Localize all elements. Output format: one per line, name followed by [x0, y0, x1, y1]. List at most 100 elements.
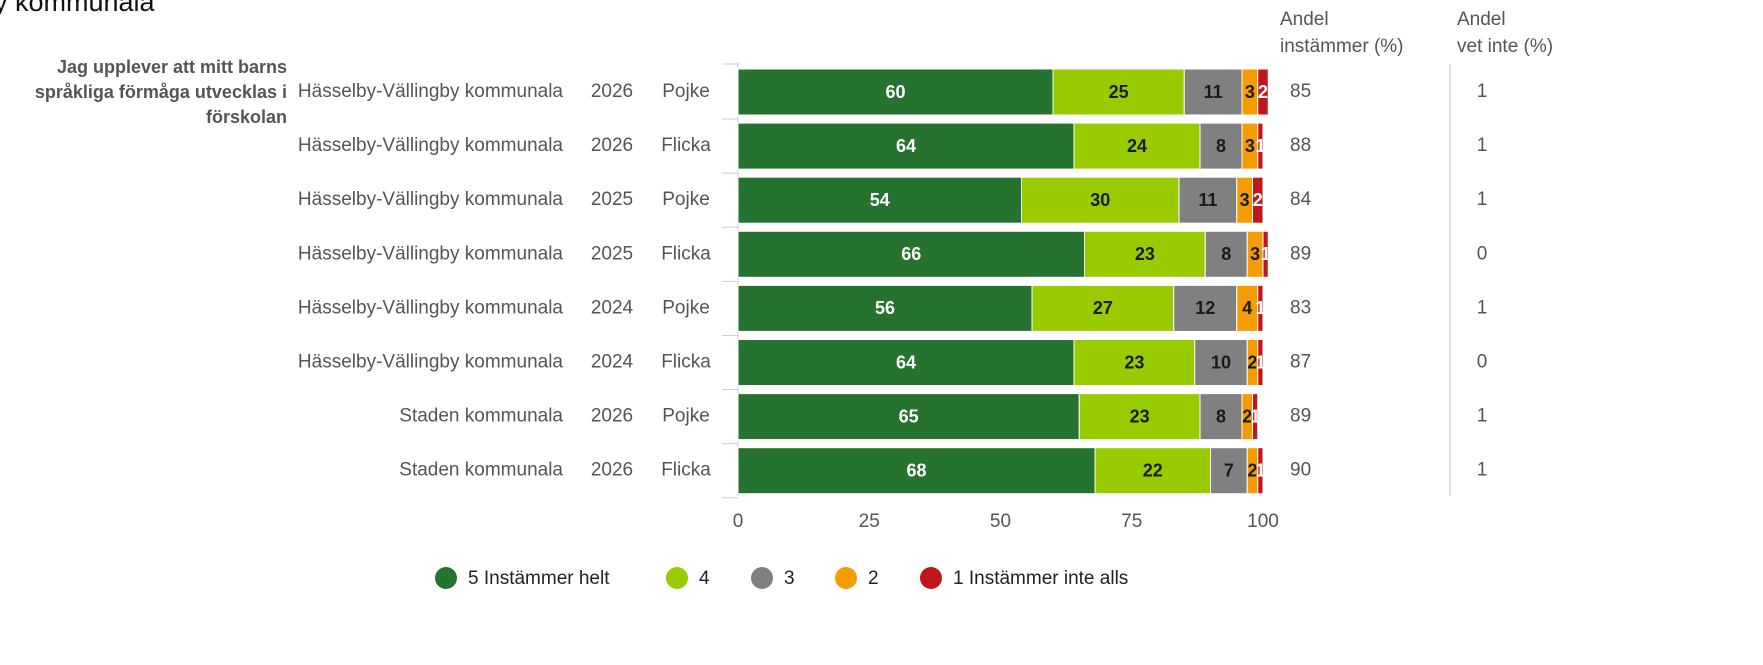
share-dontknow: 1: [1477, 460, 1488, 481]
data-label: 7: [1224, 460, 1234, 480]
year-label: 2026: [591, 135, 633, 156]
data-label: 64: [896, 352, 916, 372]
legend-marker: [835, 567, 857, 589]
gender-label: Flicka: [661, 135, 711, 156]
question-label: språkliga förmåga utvecklas i: [35, 82, 287, 102]
bar-segment: [1257, 122, 1264, 170]
bar-segment: [1173, 284, 1238, 332]
bar-segment: [1257, 447, 1264, 495]
gender-label: Flicka: [661, 352, 711, 373]
gender-label: Flicka: [661, 243, 711, 264]
gender-label: Pojke: [662, 406, 710, 427]
category-label: Hässelby-Vällingby kommunala: [298, 81, 563, 102]
category-label: Staden kommunala: [399, 406, 563, 427]
bar-segment: [1210, 447, 1248, 495]
bar-segment: [1073, 122, 1201, 170]
share-dontknow: 1: [1477, 81, 1488, 102]
data-label: 12: [1195, 298, 1215, 318]
legend-marker: [751, 567, 773, 589]
legend-label: 5 Instämmer helt: [468, 568, 610, 589]
bar-segment: [737, 339, 1075, 386]
x-tick-label: 0: [733, 511, 744, 532]
bar-segment: [1094, 447, 1211, 495]
category-label: Hässelby-Vällingby kommunala: [298, 297, 563, 318]
legend-label: 3: [784, 568, 795, 589]
bar-segment: [737, 447, 1096, 495]
gender-label: Pojke: [662, 297, 710, 318]
data-label: 2: [1247, 352, 1257, 372]
column-header: Andel: [1280, 9, 1329, 30]
data-label: 64: [896, 136, 916, 156]
category-label: Hässelby-Vällingby kommunala: [298, 135, 563, 156]
share-dontknow: 1: [1477, 406, 1488, 427]
share-agree: 90: [1290, 460, 1311, 481]
x-tick-label: 50: [990, 511, 1011, 532]
data-label: 54: [870, 190, 890, 210]
legend-label: 2: [868, 568, 879, 589]
data-label: 2: [1242, 406, 1252, 426]
gender-label: Pojke: [662, 81, 710, 102]
category-label: Hässelby-Vällingby kommunala: [298, 352, 563, 373]
share-agree: 85: [1290, 81, 1311, 102]
legend-label: 1 Instämmer inte alls: [953, 568, 1128, 589]
data-label: 3: [1240, 190, 1250, 210]
legend-marker: [920, 567, 942, 589]
data-label: 3: [1245, 136, 1255, 156]
column-header: Andel: [1457, 9, 1506, 30]
question-label: Jag upplever att mitt barns: [57, 57, 287, 77]
data-label: 1: [1255, 136, 1265, 156]
year-label: 2024: [591, 352, 634, 373]
bar-segment: [737, 393, 1080, 441]
bar-segment: [1257, 339, 1264, 386]
bar-segment: [1257, 284, 1264, 332]
bar-segment: [1052, 68, 1185, 116]
bar-segment: [1073, 339, 1196, 386]
data-label: 3: [1250, 244, 1260, 264]
category-label: Staden kommunala: [399, 460, 563, 481]
data-label: 66: [901, 244, 921, 264]
share-dontknow: 1: [1477, 135, 1488, 156]
data-label: 11: [1204, 82, 1223, 102]
data-label: 8: [1221, 244, 1231, 264]
bar-segment: [737, 176, 1022, 224]
year-label: 2025: [591, 243, 633, 264]
data-label: 56: [875, 298, 895, 318]
data-label: 24: [1127, 136, 1147, 156]
legend-marker: [435, 567, 457, 589]
share-agree: 87: [1290, 352, 1311, 373]
year-label: 2026: [591, 81, 633, 102]
share-dontknow: 0: [1477, 243, 1488, 264]
data-label: 2: [1247, 460, 1257, 480]
legend-label: 4: [699, 568, 710, 589]
legend-marker: [666, 567, 688, 589]
share-dontknow: 1: [1477, 189, 1488, 210]
gender-label: Flicka: [661, 460, 711, 481]
data-label: 8: [1216, 406, 1226, 426]
data-label: 8: [1216, 136, 1226, 156]
bar-segment: [1194, 339, 1248, 386]
share-dontknow: 1: [1477, 297, 1488, 318]
category-label: Hässelby-Vällingby kommunala: [298, 243, 563, 264]
bar-segment: [1252, 176, 1264, 224]
bar-segment: [1262, 230, 1269, 278]
year-label: 2026: [591, 406, 633, 427]
x-tick-label: 100: [1247, 511, 1279, 532]
data-label: 23: [1124, 352, 1144, 372]
share-dontknow: 0: [1477, 352, 1488, 373]
data-label: 30: [1090, 190, 1110, 210]
data-label: 10: [1211, 352, 1231, 372]
category-label: Hässelby-Vällingby kommunala: [298, 189, 563, 210]
bar-segment: [1199, 393, 1243, 441]
data-label: 1: [1255, 460, 1265, 480]
data-label: 11: [1198, 190, 1217, 210]
data-label: 1: [1255, 298, 1265, 318]
x-tick-label: 25: [859, 511, 880, 532]
share-agree: 89: [1290, 406, 1311, 427]
data-label: 60: [885, 82, 905, 102]
bar-segment: [737, 122, 1075, 170]
data-label: 2: [1258, 82, 1268, 102]
data-label: 27: [1093, 298, 1113, 318]
data-label: 1: [1255, 352, 1265, 372]
data-label: 4: [1242, 298, 1252, 318]
bar-segment: [1078, 393, 1201, 441]
